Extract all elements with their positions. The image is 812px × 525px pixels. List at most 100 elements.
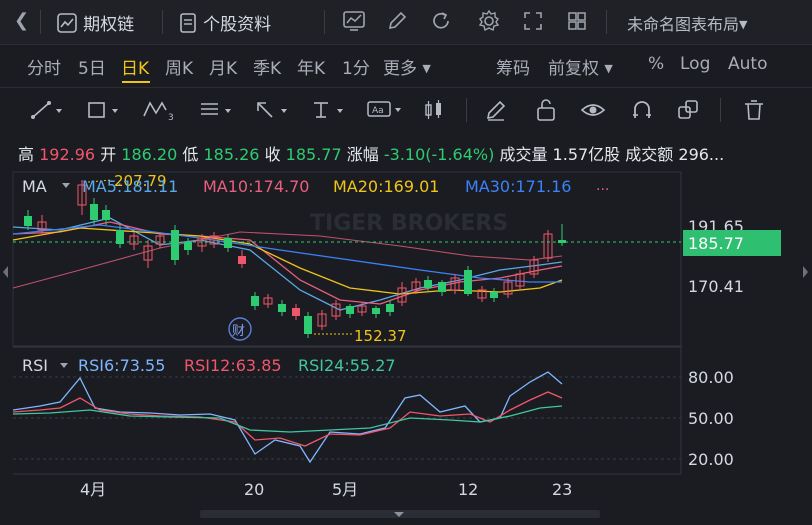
x-tick: 23	[552, 480, 572, 499]
period-tab-active[interactable]: 日K	[121, 59, 150, 79]
pencil-icon[interactable]	[484, 98, 508, 122]
pen-icon[interactable]	[386, 10, 408, 32]
active-tab-indicator	[122, 81, 150, 83]
options-chain-icon	[57, 13, 77, 33]
arrow-tool-icon[interactable]	[254, 100, 290, 120]
period-tab[interactable]: 周K	[165, 59, 194, 79]
x-tick: 20	[244, 480, 264, 499]
fibonacci-tool-icon[interactable]	[198, 100, 234, 120]
current-price-value: 185.77	[688, 234, 744, 253]
ma30-line	[12, 224, 562, 283]
percent-toggle[interactable]: %	[648, 54, 665, 74]
adjust-dropdown[interactable]: 前复权 ▼	[548, 59, 613, 79]
high-value: 192.96	[39, 145, 96, 164]
ma5-value: MA5:181.11	[82, 177, 178, 196]
open-label: 开	[100, 145, 117, 164]
min-label: 152.37	[354, 327, 407, 345]
eye-icon[interactable]	[580, 99, 606, 121]
current-price-badge	[683, 230, 781, 256]
earnings-icon: 财	[232, 324, 245, 339]
grid-icon[interactable]	[566, 10, 588, 32]
rsi-tick: 20.00	[688, 450, 734, 469]
chevron-left-icon[interactable]: ❮	[14, 10, 30, 31]
price-tick-bottom: 170.41	[688, 277, 744, 296]
layout-dropdown[interactable]: 未命名图表布局▼	[627, 11, 747, 35]
stock-info-button[interactable]: 个股资料	[178, 10, 271, 35]
period-tab[interactable]: 月K	[209, 59, 238, 79]
rsi24-line	[12, 405, 563, 433]
quote-bar: 高 192.96 开 186.20 低 185.26 收 185.77 涨幅 -…	[0, 132, 812, 170]
divider	[720, 98, 721, 122]
more-periods-dropdown[interactable]: 更多 ▼	[383, 59, 431, 79]
wave-tool-icon[interactable]: 3	[142, 98, 178, 122]
max-label: 207.79	[114, 172, 167, 190]
svg-text:Aa: Aa	[372, 106, 384, 116]
period-tab[interactable]: 年K	[297, 59, 326, 79]
caret-down-icon: ▼	[422, 62, 431, 75]
chart-icon[interactable]	[342, 10, 366, 32]
rectangle-tool-icon[interactable]	[86, 100, 120, 120]
ma10-value: MA10:174.70	[203, 177, 309, 196]
rsi12-line	[12, 391, 563, 447]
period-bar: 分时 5日 日K 周K 月K 季K 年K 1分 更多 ▼ 筹码 前复权 ▼ % …	[0, 45, 812, 87]
rsi-legend-title[interactable]: RSI	[22, 356, 48, 375]
scroll-left-icon[interactable]	[3, 266, 8, 278]
candlestick-tool-icon[interactable]	[422, 98, 448, 122]
more-ma[interactable]: ...	[596, 178, 609, 194]
volume-value: 1.57亿股	[552, 145, 621, 164]
earnings-marker[interactable]	[228, 317, 252, 341]
chart-area[interactable]: TIGER BROKERS	[0, 170, 812, 521]
rsi12-value: RSI12:63.85	[184, 356, 282, 375]
layout-label: 未命名图表布局	[627, 15, 740, 34]
low-value: 185.26	[203, 145, 260, 164]
high-label: 高	[18, 145, 35, 164]
magnet-icon[interactable]	[630, 98, 654, 122]
options-chain-button[interactable]: 期权链	[56, 10, 134, 35]
auto-toggle[interactable]: Auto	[728, 54, 768, 74]
trendline-tool-icon[interactable]	[30, 100, 64, 120]
rsi-tick: 50.00	[688, 409, 734, 428]
volume-label: 成交量	[499, 145, 548, 164]
trash-icon[interactable]	[742, 98, 766, 122]
scroll-right-icon[interactable]	[803, 266, 808, 278]
log-toggle[interactable]: Log	[680, 54, 711, 74]
period-tab[interactable]: 5日	[78, 59, 106, 79]
kline-chart[interactable]: TIGER BROKERS	[0, 170, 812, 521]
ma-legend-title[interactable]: MA	[22, 177, 47, 196]
x-tick: 12	[458, 480, 478, 499]
quote-line: 高 192.96 开 186.20 低 185.26 收 185.77 涨幅 -…	[18, 141, 724, 165]
period-tab[interactable]: 1分	[342, 59, 370, 79]
close-value: 185.77	[285, 145, 342, 164]
rsi-tick: 80.00	[688, 368, 734, 387]
divider	[466, 98, 467, 122]
open-value: 186.20	[121, 145, 178, 164]
period-tab[interactable]: 季K	[253, 59, 282, 79]
rsi6-line	[12, 371, 563, 464]
unlock-icon[interactable]	[534, 97, 558, 123]
divider	[162, 10, 163, 34]
x-tick: 4月	[80, 480, 106, 499]
divider	[606, 10, 607, 34]
drawing-toolbar: 3 Aa	[0, 87, 812, 133]
caret-down-icon[interactable]	[62, 183, 70, 188]
rsi24-value: RSI24:55.27	[298, 356, 396, 375]
divider	[40, 10, 41, 34]
stock-info-label: 个股资料	[203, 15, 272, 35]
caret-down-icon[interactable]	[60, 363, 68, 368]
caret-down-icon: ▼	[604, 62, 613, 75]
ma30-value: MA30:171.16	[465, 177, 571, 196]
text-tool-icon[interactable]	[310, 100, 346, 120]
turnover-label: 成交额	[625, 145, 674, 164]
change-label: 涨幅	[346, 145, 379, 164]
label-tool-icon[interactable]: Aa	[366, 99, 404, 121]
x-tick: 5月	[332, 480, 358, 499]
copy-icon[interactable]	[676, 98, 700, 122]
fullscreen-icon[interactable]	[522, 10, 544, 32]
caret-down-icon[interactable]	[394, 512, 404, 517]
refresh-icon[interactable]	[430, 10, 452, 32]
chips-button[interactable]: 筹码	[496, 59, 530, 79]
gear-icon[interactable]	[477, 9, 501, 33]
period-tab[interactable]: 分时	[27, 59, 61, 79]
svg-text:3: 3	[168, 113, 174, 122]
watermark: TIGER BROKERS	[310, 211, 508, 236]
